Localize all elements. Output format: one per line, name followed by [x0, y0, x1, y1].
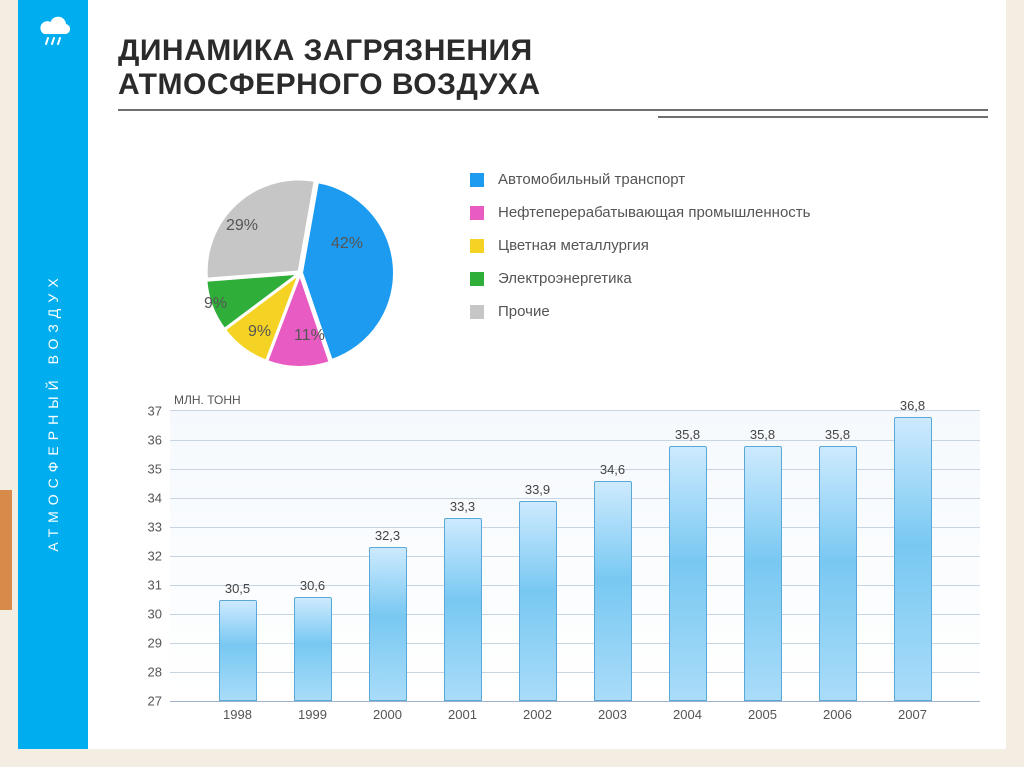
grid-line: [170, 440, 980, 441]
x-tick-label: 2001: [444, 707, 482, 722]
legend-item: Автомобильный транспорт: [470, 171, 810, 188]
bar-y-label: млн. тонн: [174, 393, 241, 407]
bar-value-label: 35,8: [669, 427, 707, 442]
page-margin-right: [1006, 0, 1024, 767]
legend-label: Электроэнергетика: [498, 270, 632, 287]
title-line-1: ДИНАМИКА ЗАГРЯЗНЕНИЯ: [118, 34, 533, 67]
legend-swatch: [470, 272, 484, 286]
legend-item: Электроэнергетика: [470, 270, 810, 287]
cloud-rain-icon: [36, 14, 76, 46]
page: АТМОСФЕРНЫЙ ВОЗДУХ ДИНАМИКА ЗАГРЯЗНЕНИЯ …: [0, 0, 1024, 767]
x-tick-label: 1998: [219, 707, 257, 722]
bar-rect: [594, 481, 632, 701]
bar-rect: [369, 547, 407, 701]
bar-value-label: 33,9: [519, 482, 557, 497]
bar-rect: [894, 417, 932, 701]
grid-line: [170, 469, 980, 470]
bar-rect: [519, 501, 557, 701]
pie-legend: Автомобильный транспорт Нефтеперерабатыва…: [470, 171, 810, 336]
legend-item: Прочие: [470, 303, 810, 320]
grid-line: [170, 556, 980, 557]
bar-value-label: 32,3: [369, 528, 407, 543]
y-tick-label: 34: [148, 491, 162, 506]
x-tick-label: 2005: [744, 707, 782, 722]
y-tick-label: 29: [148, 636, 162, 651]
pie-slice-label: 11%: [294, 327, 325, 345]
legend-swatch: [470, 206, 484, 220]
grid-line: [170, 527, 980, 528]
bar-rect: [819, 446, 857, 701]
bar-value-label: 36,8: [894, 398, 932, 413]
bar-value-label: 34,6: [594, 462, 632, 477]
pie-slice-label: 42%: [331, 235, 363, 253]
grid-line: [170, 585, 980, 586]
bar-value-label: 33,3: [444, 499, 482, 514]
x-tick-label: 2006: [819, 707, 857, 722]
page-title: ДИНАМИКА ЗАГРЯЗНЕНИЯ АТМОСФЕРНОГО ВОЗДУХ…: [118, 34, 988, 101]
y-tick-label: 28: [148, 665, 162, 680]
x-tick-label: 2000: [369, 707, 407, 722]
y-tick-label: 31: [148, 578, 162, 593]
pie-slice: [207, 180, 315, 279]
legend-label: Автомобильный транспорт: [498, 171, 685, 188]
sidebar: АТМОСФЕРНЫЙ ВОЗДУХ: [18, 0, 88, 749]
y-tick-label: 30: [148, 607, 162, 622]
legend-swatch: [470, 239, 484, 253]
legend-label: Нефтеперерабатывающая промышленность: [498, 204, 810, 221]
pie-chart: 42% 11% 9% 9% 29%: [180, 165, 420, 375]
legend-swatch: [470, 173, 484, 187]
bar-column: 33,92002: [519, 501, 557, 701]
y-tick-label: 37: [148, 404, 162, 419]
y-tick-label: 36: [148, 433, 162, 448]
grid-line: [170, 643, 980, 644]
bar-column: 35,82004: [669, 446, 707, 701]
sidebar-label: АТМОСФЕРНЫЙ ВОЗДУХ: [45, 272, 61, 551]
page-margin-bottom: [0, 749, 1024, 767]
y-tick-label: 27: [148, 694, 162, 709]
bar-column: 32,32000: [369, 547, 407, 701]
bar-plot-area: 272829303132333435363730,5199830,6199932…: [170, 410, 980, 702]
bar-column: 36,82007: [894, 417, 932, 701]
bar-value-label: 35,8: [744, 427, 782, 442]
bar-value-label: 30,5: [219, 581, 257, 596]
bar-column: 30,61999: [294, 597, 332, 701]
legend-swatch: [470, 305, 484, 319]
legend-item: Нефтеперерабатывающая промышленность: [470, 204, 810, 221]
y-tick-label: 35: [148, 462, 162, 477]
x-tick-label: 2003: [594, 707, 632, 722]
bar-rect: [744, 446, 782, 701]
legend-label: Цветная металлургия: [498, 237, 649, 254]
y-tick-label: 32: [148, 549, 162, 564]
pie-row: 42% 11% 9% 9% 29% Автомобильный транспорт Неф…: [180, 165, 810, 375]
grid-line: [170, 614, 980, 615]
grid-line: [170, 672, 980, 673]
x-tick-label: 2004: [669, 707, 707, 722]
page-margin-left: [0, 0, 18, 767]
accent-block: [0, 490, 12, 610]
x-tick-label: 2007: [894, 707, 932, 722]
legend-item: Цветная металлургия: [470, 237, 810, 254]
x-tick-label: 2002: [519, 707, 557, 722]
bar-rect: [669, 446, 707, 701]
pie-slice-label: 29%: [226, 217, 258, 235]
bar-column: 35,82006: [819, 446, 857, 701]
title-line-2: АТМОСФЕРНОГО ВОЗДУХА: [118, 68, 541, 101]
bar-column: 33,32001: [444, 518, 482, 701]
pie-slice-label: 9%: [248, 323, 271, 341]
bar-column: 34,62003: [594, 481, 632, 701]
bar-value-label: 30,6: [294, 578, 332, 593]
pie-slice-label: 9%: [204, 295, 227, 313]
bar-value-label: 35,8: [819, 427, 857, 442]
bar-column: 35,82005: [744, 446, 782, 701]
bar-rect: [219, 600, 257, 702]
legend-label: Прочие: [498, 303, 550, 320]
y-tick-label: 33: [148, 520, 162, 535]
x-tick-label: 1999: [294, 707, 332, 722]
bar-column: 30,51998: [219, 600, 257, 702]
grid-line: [170, 498, 980, 499]
bar-rect: [444, 518, 482, 701]
title-block: ДИНАМИКА ЗАГРЯЗНЕНИЯ АТМОСФЕРНОГО ВОЗДУХ…: [118, 34, 988, 118]
bar-rect: [294, 597, 332, 701]
title-rules: [118, 109, 988, 118]
